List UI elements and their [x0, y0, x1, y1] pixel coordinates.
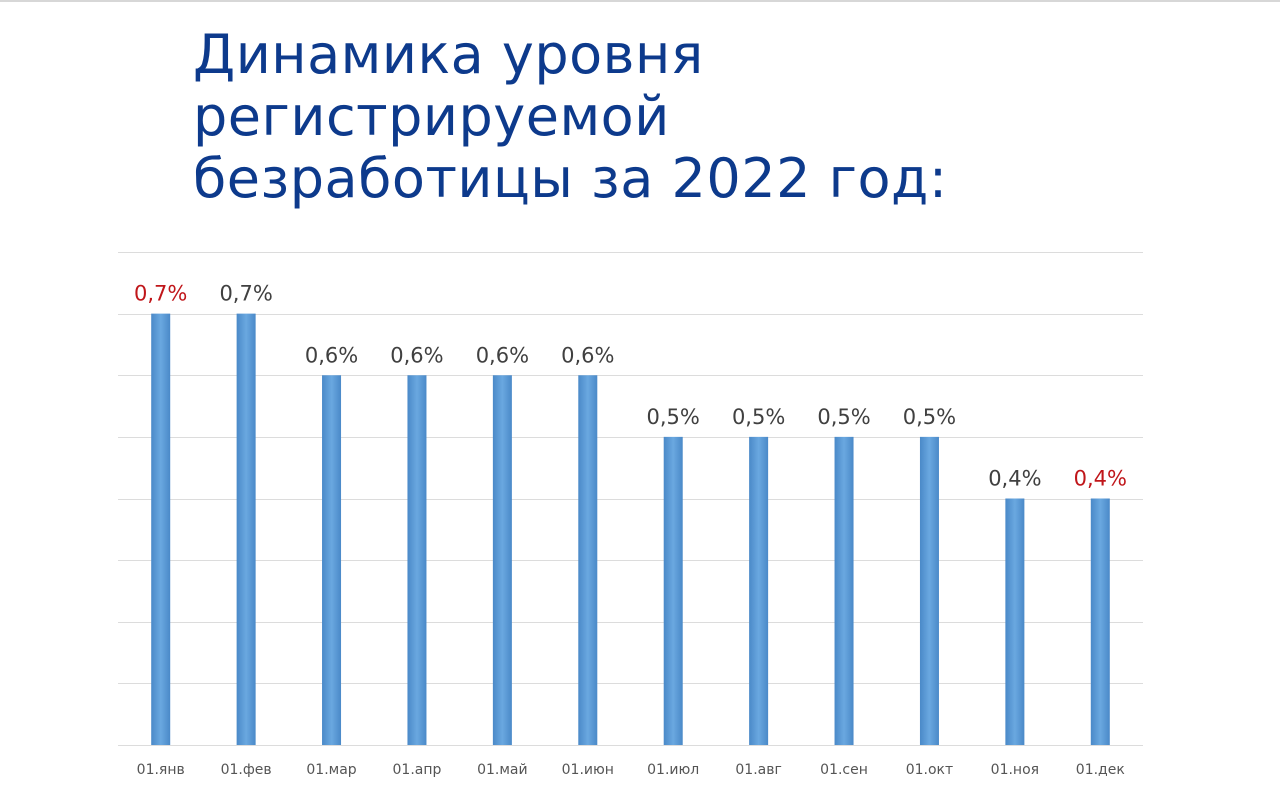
category-label-2: 01.фев — [221, 762, 272, 778]
data-labels: 0,7% 0,7% 0,6% 0,6% 0,6% 0,6% 0,5% 0,5% 0,5% 0,5%… — [134, 282, 1127, 491]
bar-12 — [1090, 498, 1110, 745]
bar-2 — [236, 313, 256, 745]
data-label-1: 0,7% — [134, 282, 187, 306]
data-label-12: 0,4% — [1074, 467, 1127, 491]
category-label-3: 01.мар — [306, 762, 356, 778]
title-line-3: безработицы за 2022 год: — [193, 147, 948, 210]
title-line-1: Динамика уровня — [193, 23, 704, 86]
category-label-6: 01.июн — [562, 762, 614, 778]
bar-1 — [151, 313, 171, 745]
bar-11 — [1005, 498, 1025, 745]
category-label-10: 01.окт — [906, 762, 953, 778]
category-label-11: 01.ноя — [991, 762, 1039, 778]
gridlines — [118, 252, 1143, 746]
bar-9 — [834, 436, 854, 745]
category-label-12: 01.дек — [1076, 762, 1125, 778]
category-label-7: 01.июл — [647, 762, 699, 778]
data-label-2: 0,7% — [219, 282, 272, 306]
category-label-8: 01.авг — [735, 762, 781, 778]
category-labels: 01.янв 01.фев 01.мар 01.апр 01.май 01.июн 01.и… — [137, 762, 1125, 778]
bar-8 — [749, 436, 769, 745]
bar-7 — [663, 436, 683, 745]
data-label-3: 0,6% — [305, 343, 358, 367]
data-label-9: 0,5% — [817, 405, 870, 429]
bar-3 — [322, 375, 342, 745]
category-label-4: 01.апр — [393, 762, 442, 778]
data-label-6: 0,6% — [561, 343, 614, 367]
category-label-9: 01.сен — [820, 762, 868, 778]
bars — [151, 313, 1110, 745]
bar-6 — [578, 375, 598, 745]
data-label-5: 0,6% — [476, 343, 529, 367]
data-label-10: 0,5% — [903, 405, 956, 429]
data-label-8: 0,5% — [732, 405, 785, 429]
bar-5 — [492, 375, 512, 745]
bar-4 — [407, 375, 427, 745]
category-label-5: 01.май — [477, 762, 528, 778]
category-label-1: 01.янв — [137, 762, 185, 778]
title-line-2: регистрируемой — [193, 85, 670, 148]
top-border — [0, 0, 1280, 2]
data-label-11: 0,4% — [988, 467, 1041, 491]
chart-title: Динамика уровня регистрируемой безработи… — [193, 24, 1093, 210]
bar-10 — [919, 436, 939, 745]
data-label-4: 0,6% — [390, 343, 443, 367]
data-label-7: 0,5% — [647, 405, 700, 429]
